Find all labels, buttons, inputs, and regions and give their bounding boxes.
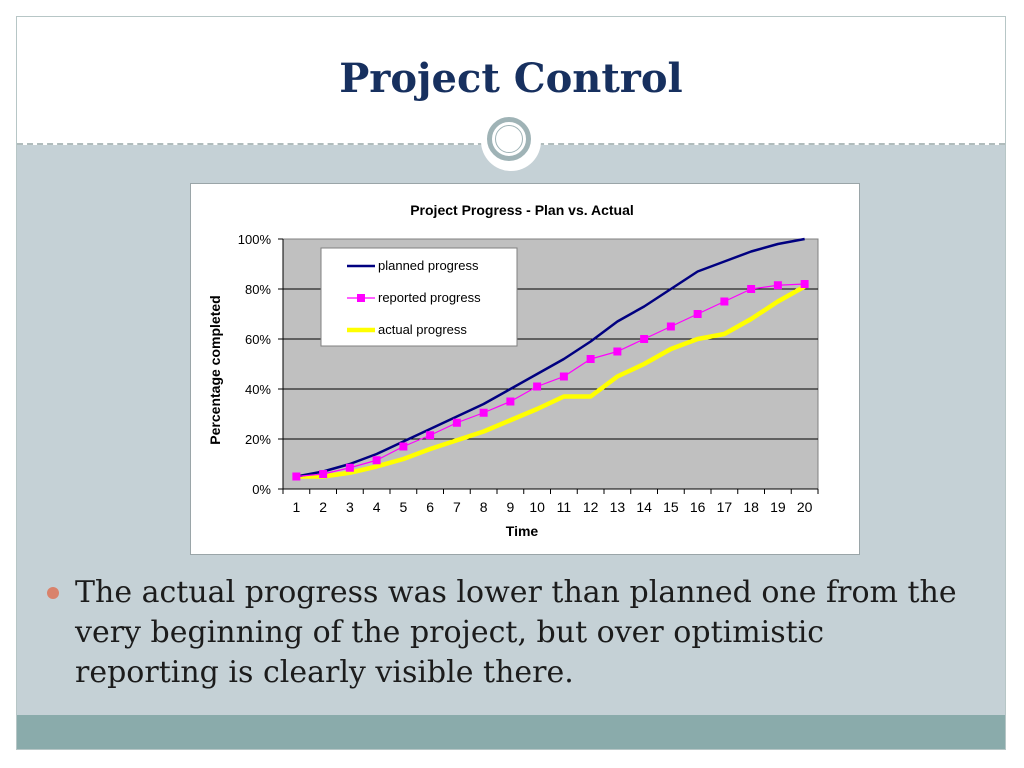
reported-progress-point [800,280,809,288]
reported-progress-point [319,470,328,478]
progress-chart: Project Progress - Plan vs. Actual Time … [207,202,819,539]
x-axis-label: Time [506,523,539,539]
reported-progress-point [426,431,435,440]
chart-title: Project Progress - Plan vs. Actual [410,202,634,218]
x-tick-label: 9 [506,499,514,515]
x-tick-label: 8 [480,499,488,515]
x-tick-label: 18 [743,499,759,515]
reported-progress-point [452,418,461,427]
reported-progress-point [506,397,515,406]
reported-progress-point [720,297,729,306]
chart-panel: Project Progress - Plan vs. Actual Time … [190,183,860,555]
y-tick-label: 60% [245,332,271,347]
x-tick-label: 13 [610,499,626,515]
x-tick-label: 15 [663,499,679,515]
reported-progress-point [586,355,595,363]
y-tick-label: 0% [252,482,271,497]
reported-progress-point [747,285,756,293]
reported-progress-point [372,456,381,465]
legend-label: planned progress [378,258,479,273]
x-tick-label: 20 [797,499,813,515]
reported-progress-point [559,372,568,381]
reported-progress-point [613,347,622,356]
x-tick-label: 14 [636,499,652,515]
reported-progress-point [693,310,702,318]
medallion-inner-ring [495,125,523,153]
x-tick-label: 10 [529,499,545,515]
x-tick-label: 12 [583,499,599,515]
y-tick-label: 100% [238,232,272,247]
actual-progress-line [296,284,806,479]
reported-progress-point [479,408,488,417]
y-tick-label: 40% [245,382,271,397]
x-tick-label: 6 [426,499,434,515]
x-tick-label: 3 [346,499,354,515]
reported-progress-point [640,335,649,343]
y-tick-label: 20% [245,432,271,447]
reported-progress-line [296,283,805,478]
x-tick-label: 5 [399,499,407,515]
bullet-text: The actual progress was lower than plann… [75,575,957,690]
y-axis-label: Percentage completed [207,295,223,444]
x-tick-label: 11 [557,499,572,515]
legend-label: reported progress [378,290,481,305]
y-tick-label: 80% [245,282,271,297]
x-tick-label: 4 [373,499,381,515]
reported-progress-point [773,281,782,290]
slide: Project Control Project Progress - Plan … [16,16,1006,750]
footer-band [17,715,1005,749]
reported-progress-point [292,472,301,481]
legend-label: actual progress [378,322,467,337]
reported-progress-point [345,463,354,472]
medallion-ring-icon [487,117,531,161]
reported-progress-point [666,322,675,331]
reported-progress-point [399,442,408,451]
legend-marker [357,294,365,302]
x-tick-label: 16 [690,499,706,515]
planned-progress-line [296,237,805,478]
x-tick-label: 1 [292,499,300,515]
x-tick-label: 19 [770,499,786,515]
reported-progress-point [533,382,542,391]
x-tick-label: 7 [453,499,461,515]
slide-title: Project Control [339,55,683,102]
x-tick-label: 2 [319,499,327,515]
bullet-icon [47,587,59,599]
x-tick-label: 17 [717,499,733,515]
